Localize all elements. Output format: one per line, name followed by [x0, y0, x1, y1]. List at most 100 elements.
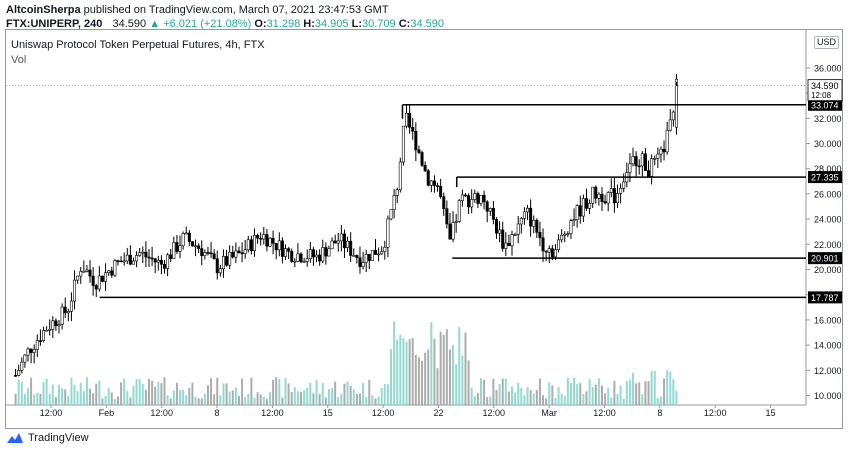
candle-body — [373, 250, 377, 255]
volume-bar — [613, 380, 616, 405]
candle-body — [29, 348, 33, 353]
volume-bar — [197, 398, 200, 405]
candle-body — [293, 260, 297, 263]
candle-body — [339, 233, 343, 242]
volume-bar — [76, 391, 79, 405]
candle-body — [383, 246, 387, 252]
candle-body — [150, 257, 154, 260]
volume-bar — [532, 393, 535, 405]
candle-body — [411, 127, 415, 132]
volume-bar — [390, 349, 393, 405]
candle-body — [482, 194, 486, 203]
volume-bar — [666, 370, 669, 405]
volume-bar — [424, 352, 427, 405]
candle-body — [628, 163, 632, 173]
low-value: 30.709 — [362, 18, 396, 30]
volume-bar — [160, 383, 163, 405]
level-price-label-bg — [808, 98, 842, 111]
volume-bar — [206, 385, 209, 405]
candle-body — [547, 248, 551, 253]
candle-body — [566, 233, 570, 235]
y-tick-label: 32.000 — [814, 114, 842, 124]
candle-body — [17, 370, 21, 376]
x-tick-label: 12:00 — [704, 408, 727, 418]
y-tick-label: 26.000 — [814, 189, 842, 199]
level-price-label-bg — [808, 252, 842, 265]
level-price-label: 20.901 — [811, 254, 839, 264]
volume-bar — [39, 393, 42, 405]
candle-body — [100, 275, 104, 282]
candle-body — [184, 232, 188, 235]
candle-body — [265, 234, 269, 247]
y-tick-label: 12.000 — [814, 366, 842, 376]
currency-badge[interactable]: USD — [814, 36, 840, 49]
volume-bar — [628, 379, 631, 405]
candle-body — [284, 248, 288, 257]
candle-body — [597, 193, 601, 199]
candle-body — [324, 247, 328, 257]
level-price-label: 27.335 — [811, 173, 839, 183]
candle-body — [54, 320, 58, 327]
volume-bar — [479, 378, 482, 405]
candle-body — [330, 240, 334, 250]
volume-bar — [374, 398, 377, 405]
volume-bar — [576, 384, 579, 405]
volume-bar — [219, 395, 222, 405]
candle-body — [408, 112, 412, 128]
candle-body — [63, 306, 67, 314]
candle-body — [448, 223, 452, 240]
candle-body — [417, 149, 421, 153]
candle-body — [79, 271, 83, 277]
volume-bar — [275, 377, 278, 405]
y-tick-label: 14.000 — [814, 341, 842, 351]
chart-header: AltcoinSherpa published on TradingView.c… — [6, 3, 444, 31]
candle-body — [166, 254, 170, 269]
volume-bar — [405, 341, 408, 405]
volume-bar — [14, 393, 17, 405]
volume-bar — [526, 387, 529, 405]
volume-bar — [408, 339, 411, 405]
candle-body — [32, 349, 36, 353]
volume-bar — [520, 387, 523, 405]
volume-bar — [352, 389, 355, 405]
footer: TradingView — [6, 430, 89, 446]
candle-body — [302, 261, 306, 263]
volume-bar — [663, 378, 666, 405]
candle-body — [460, 194, 464, 201]
level-price-label-bg — [808, 171, 842, 184]
candle-body — [156, 259, 160, 263]
volume-bar — [442, 335, 445, 405]
candle-body — [619, 187, 623, 194]
volume-bar — [48, 393, 51, 405]
bar-countdown: 12:08 — [811, 91, 832, 100]
candle-body — [51, 320, 55, 330]
volume-bar — [517, 382, 520, 405]
candle-body — [609, 188, 613, 193]
candle-body — [299, 253, 303, 262]
candle-body — [271, 237, 275, 244]
volume-bar — [120, 382, 123, 405]
candle-body — [674, 85, 678, 128]
volume-bar — [300, 391, 303, 405]
volume-bar — [126, 391, 129, 405]
candle-body — [252, 235, 256, 251]
candle-body — [296, 253, 300, 262]
candle-body — [572, 219, 576, 221]
volume-bar — [604, 393, 607, 405]
candle-body — [436, 185, 440, 187]
volume-bar — [73, 384, 76, 405]
candle-body — [463, 194, 467, 197]
volume-bar — [644, 381, 647, 405]
candle-body — [622, 181, 626, 189]
candle-body — [532, 219, 536, 227]
candle-body — [147, 256, 151, 259]
volume-bar — [163, 377, 166, 405]
candle-body — [671, 111, 675, 121]
volume-bar — [600, 385, 603, 405]
candle-body — [640, 153, 644, 167]
chart-frame[interactable] — [5, 29, 843, 429]
x-tick-label: 8 — [215, 408, 220, 418]
candle-body — [262, 234, 266, 240]
volume-bar — [625, 380, 628, 405]
